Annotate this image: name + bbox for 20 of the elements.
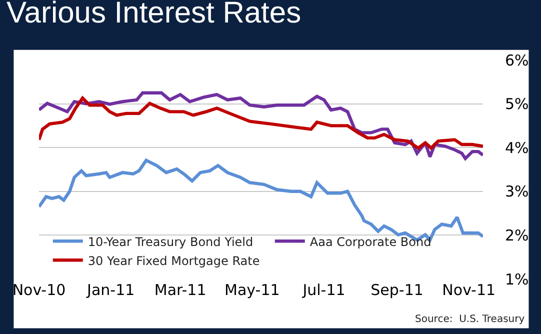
legend-label: Aaa Corporate Bond <box>310 234 432 249</box>
y-tick-label: 6% <box>505 51 529 70</box>
y-tick-label: 2% <box>505 226 529 244</box>
chart-title: Various Interest Rates <box>6 0 302 30</box>
line-series <box>39 96 483 150</box>
x-tick-label: Jan-11 <box>86 281 135 299</box>
line-series <box>39 91 483 160</box>
legend-label: 10-Year Treasury Bond Yield <box>88 234 254 249</box>
x-tick-label: Nov-11 <box>442 281 496 299</box>
y-tick-label: 1% <box>505 270 529 288</box>
source-note: Source: U.S. Treasury <box>415 314 525 325</box>
x-tick-label: Jul-11 <box>302 281 346 299</box>
x-tick-label: Nov-10 <box>12 281 66 299</box>
y-tick-label: 5% <box>505 95 529 114</box>
x-tick-label: Sep-11 <box>370 281 424 299</box>
x-tick-label: Mar-11 <box>154 281 206 299</box>
y-tick-label: 3% <box>505 182 529 201</box>
legend-label: 30 Year Fixed Mortgage Rate <box>88 254 260 268</box>
y-tick-label: 4% <box>505 138 529 157</box>
x-tick-label: May-11 <box>224 281 280 299</box>
